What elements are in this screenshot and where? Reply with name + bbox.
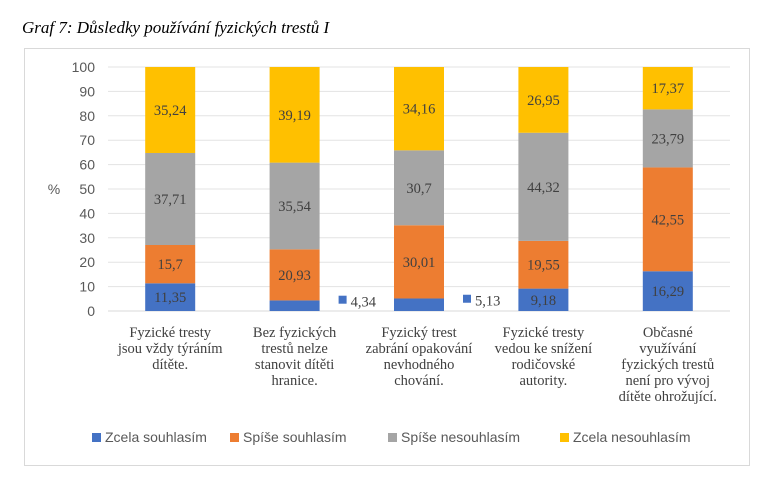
category-label: Fyzický trest xyxy=(381,325,456,341)
legend-swatch xyxy=(560,433,569,442)
bar-segment xyxy=(269,300,320,311)
category-label: vedou ke snížení xyxy=(495,341,592,357)
data-label-marker xyxy=(463,294,471,303)
data-label: 4,34 xyxy=(351,295,377,311)
data-label: 17,37 xyxy=(651,81,684,97)
bar-segment xyxy=(394,298,444,311)
legend-label: Zcela nesouhlasím xyxy=(573,429,691,445)
bar-segment xyxy=(145,283,196,311)
bar-segment xyxy=(394,67,444,151)
data-label: 42,55 xyxy=(651,212,684,228)
bar-segment xyxy=(269,67,320,163)
legend-label: Spíše nesouhlasím xyxy=(401,429,520,445)
data-label-marker xyxy=(338,295,347,304)
bar-segment xyxy=(642,167,693,272)
data-label: 30,01 xyxy=(403,255,436,271)
category-label: dítěte. xyxy=(152,357,188,373)
data-label: 19,55 xyxy=(527,258,560,274)
legend-label: Spíše souhlasím xyxy=(243,429,347,445)
category-label: dítěte ohrožující. xyxy=(619,389,717,405)
chart-frame xyxy=(24,48,750,466)
bar-segment xyxy=(518,132,569,241)
bar-segment xyxy=(269,162,320,250)
category-label: není pro vývoj xyxy=(626,373,711,389)
legend-swatch xyxy=(92,433,101,442)
y-tick-label: 50 xyxy=(79,181,95,197)
y-tick-label: 70 xyxy=(79,132,95,148)
y-tick-label: 30 xyxy=(79,230,95,246)
data-label: 30,7 xyxy=(406,181,431,197)
data-label: 5,13 xyxy=(475,294,500,310)
figure-caption: Graf 7: Důsledky používání fyzických tre… xyxy=(22,18,330,37)
legend-label: Zcela souhlasím xyxy=(105,429,207,445)
y-axis-label: % xyxy=(48,181,60,197)
category-label: nevhodného xyxy=(384,357,455,373)
y-tick-label: 40 xyxy=(79,205,95,221)
y-tick-label: 100 xyxy=(72,59,96,75)
category-label: Bez fyzických xyxy=(253,325,337,341)
bar-segment xyxy=(269,249,320,301)
category-label: autority. xyxy=(520,373,568,389)
data-label: 11,35 xyxy=(154,290,186,306)
y-tick-label: 20 xyxy=(79,254,95,270)
bar-segment xyxy=(518,240,569,289)
bar-segment xyxy=(518,288,569,311)
bar-segment xyxy=(145,244,196,284)
data-label: 15,7 xyxy=(158,257,183,273)
bar-segment xyxy=(642,67,693,110)
category-label: hranice. xyxy=(271,373,317,389)
category-label: zabrání opakování xyxy=(366,341,473,357)
category-label: Fyzické tresty xyxy=(503,325,585,341)
data-label: 37,71 xyxy=(154,192,187,208)
bar-segment xyxy=(642,271,693,311)
data-label: 44,32 xyxy=(527,180,560,196)
category-label: stanovit dítěti xyxy=(255,357,334,373)
data-label: 20,93 xyxy=(278,268,311,284)
legend-swatch xyxy=(388,433,397,442)
category-label: Fyzické tresty xyxy=(129,325,211,341)
y-tick-label: 90 xyxy=(79,83,95,99)
y-tick-label: 60 xyxy=(79,157,95,173)
y-tick-label: 10 xyxy=(79,279,95,295)
category-label: využívání xyxy=(639,341,696,357)
category-label: rodičovské xyxy=(512,357,576,373)
y-tick-label: 0 xyxy=(87,303,95,319)
data-label: 35,24 xyxy=(154,103,187,119)
data-label: 16,29 xyxy=(651,284,684,300)
bar-segment xyxy=(394,225,444,299)
data-label: 23,79 xyxy=(651,131,684,147)
data-label: 34,16 xyxy=(403,102,436,118)
category-label: Občasné xyxy=(643,325,693,341)
data-label: 26,95 xyxy=(527,93,560,109)
legend-swatch xyxy=(230,433,239,442)
bar-segment xyxy=(518,67,569,133)
data-label: 39,19 xyxy=(278,108,311,124)
y-tick-label: 80 xyxy=(79,108,95,124)
category-label: trestů nelze xyxy=(261,341,327,357)
bar-segment xyxy=(145,152,196,245)
category-label: chování. xyxy=(394,373,444,389)
bar-segment xyxy=(394,150,444,226)
data-label: 35,54 xyxy=(278,199,311,215)
category-label: jsou vždy týráním xyxy=(117,341,223,357)
data-label: 9,18 xyxy=(531,293,556,309)
bar-segment xyxy=(642,109,693,168)
category-label: fyzických trestů xyxy=(621,357,714,373)
bar-segment xyxy=(145,67,196,153)
